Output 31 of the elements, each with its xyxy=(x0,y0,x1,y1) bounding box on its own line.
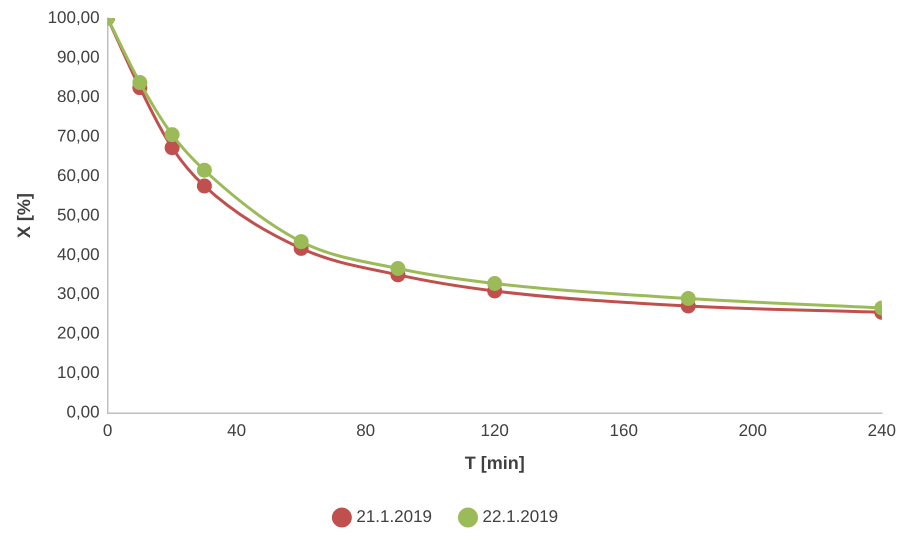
y-tick-label: 100,00 xyxy=(48,8,100,27)
point xyxy=(680,291,696,306)
x-axis-title: T [min] xyxy=(464,453,525,474)
point xyxy=(196,178,212,194)
y-tick-label: 20,00 xyxy=(57,324,100,343)
legend-label: 22.1.2019 xyxy=(482,507,558,526)
y-tick-label: 80,00 xyxy=(57,86,100,106)
y-tick-label: 70,00 xyxy=(57,126,100,146)
x-tick-label: 80 xyxy=(356,420,376,440)
y-tick-label: 50,00 xyxy=(57,205,100,224)
x-tick-label: 160 xyxy=(610,420,638,440)
y-tick-label: 40,00 xyxy=(57,244,100,264)
point xyxy=(132,75,148,90)
legend-label: 21.1.2019 xyxy=(356,507,432,526)
x-tick-label: 240 xyxy=(868,420,896,440)
x-tick-label: 120 xyxy=(480,420,509,440)
y-tick-label: 0,00 xyxy=(66,402,100,422)
point xyxy=(164,127,180,142)
point xyxy=(487,276,502,292)
y-tick-label: 10,00 xyxy=(57,363,100,382)
x-tick-label: 200 xyxy=(738,420,767,440)
y-tick-label: 90,00 xyxy=(57,47,100,66)
y-axis-title: X [%] xyxy=(14,193,34,238)
point xyxy=(390,261,406,276)
point xyxy=(294,234,309,250)
y-tick-label: 60,00 xyxy=(57,166,100,185)
point xyxy=(164,140,180,156)
point xyxy=(196,162,212,178)
x-tick-label: 40 xyxy=(227,420,246,440)
x-tick-label: 0 xyxy=(102,420,112,440)
y-tick-label: 30,00 xyxy=(57,284,100,304)
